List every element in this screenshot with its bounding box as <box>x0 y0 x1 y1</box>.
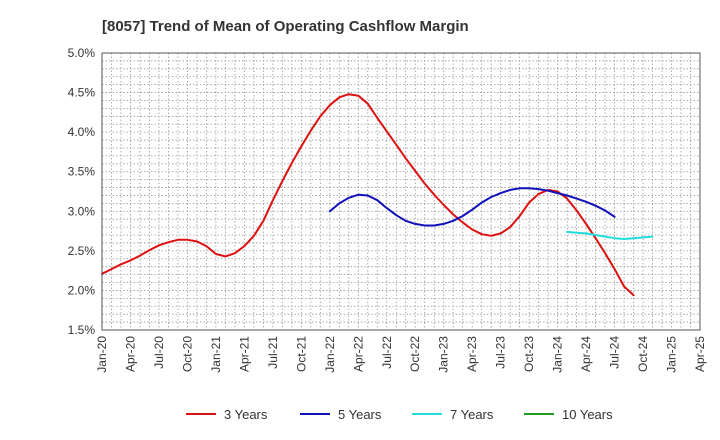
x-tick-label: Apr-22 <box>351 336 365 372</box>
y-tick-label: 3.0% <box>68 204 96 218</box>
x-tick-label: Apr-21 <box>237 336 251 372</box>
x-tick-label: Oct-21 <box>294 336 308 372</box>
x-tick-label: Apr-20 <box>123 336 137 372</box>
series-line <box>566 230 654 240</box>
x-tick-label: Oct-23 <box>522 336 536 372</box>
x-tick-label: Oct-20 <box>180 336 194 372</box>
x-tick-label: Jan-23 <box>437 336 451 373</box>
series-layer <box>101 93 654 297</box>
legend-label: 5 Years <box>338 407 382 422</box>
x-tick-label: Oct-24 <box>636 336 650 372</box>
grid <box>102 53 700 330</box>
y-axis: 1.5% 2.0% 2.5% 3.0% 3.5% 4.0% 4.5% 5.0% <box>68 46 96 337</box>
x-tick-label: Jan-25 <box>665 336 679 373</box>
x-tick-label: Oct-22 <box>408 336 422 372</box>
y-tick-label: 4.0% <box>68 125 96 139</box>
legend-label: 3 Years <box>224 407 268 422</box>
chart-title: [8057] Trend of Mean of Operating Cashfl… <box>102 18 469 35</box>
x-tick-label: Jan-22 <box>323 336 337 373</box>
x-tick-label: Jan-20 <box>95 336 109 373</box>
y-tick-label: 5.0% <box>68 46 96 60</box>
x-tick-label: Jul-23 <box>494 336 508 369</box>
y-tick-label: 4.5% <box>68 86 96 100</box>
y-tick-label: 3.5% <box>68 165 96 179</box>
x-tick-label: Jul-20 <box>152 336 166 369</box>
series-line <box>328 187 616 227</box>
x-tick-label: Jul-21 <box>266 336 280 369</box>
x-tick-label: Jan-24 <box>551 336 565 373</box>
y-tick-label: 2.0% <box>68 283 96 297</box>
y-tick-label: 2.5% <box>68 244 96 258</box>
plot-area <box>102 53 700 330</box>
x-tick-label: Jul-24 <box>608 336 622 369</box>
x-tick-label: Jan-21 <box>209 336 223 373</box>
x-tick-label: Apr-23 <box>465 336 479 372</box>
y-tick-label: 1.5% <box>68 323 96 337</box>
legend-label: 7 Years <box>450 407 494 422</box>
x-tick-label: Jul-22 <box>380 336 394 369</box>
x-tick-label: Apr-24 <box>579 336 593 372</box>
series-line <box>101 93 635 297</box>
legend-label: 10 Years <box>562 407 613 422</box>
x-tick-label: Apr-25 <box>693 336 707 372</box>
legend: 3 Years 5 Years 7 Years 10 Years <box>186 407 613 422</box>
plot-frame <box>101 52 701 331</box>
x-axis: Jan-20 Apr-20 Jul-20 Oct-20 Jan-21 Apr-21 Jul-… <box>95 336 707 373</box>
